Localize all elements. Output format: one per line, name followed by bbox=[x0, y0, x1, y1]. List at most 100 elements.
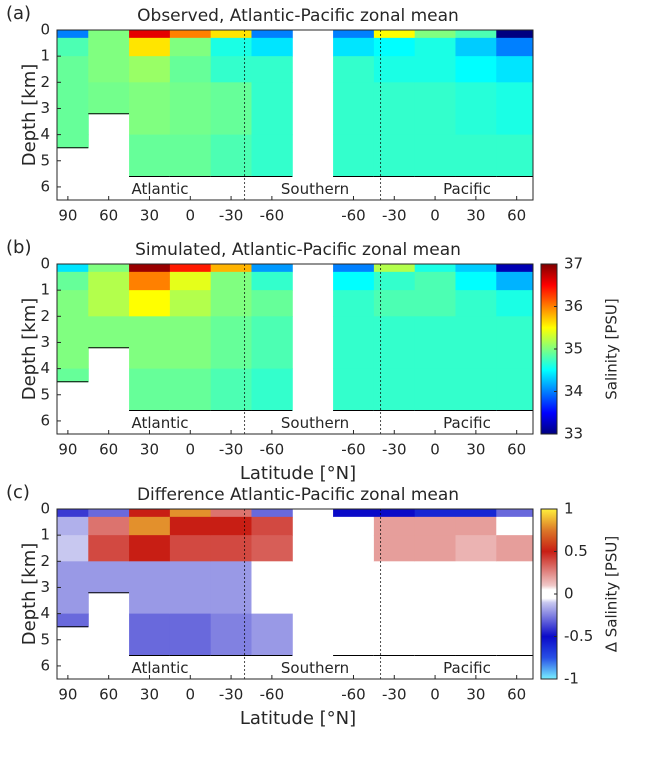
x-tick-label: -30 bbox=[382, 686, 407, 704]
cell bbox=[496, 516, 533, 536]
cell bbox=[455, 56, 497, 83]
x-tick-label: -60 bbox=[341, 686, 366, 704]
cell bbox=[210, 271, 252, 291]
cell bbox=[210, 316, 252, 370]
cell bbox=[210, 368, 252, 411]
y-tick-label: 5 bbox=[40, 630, 50, 648]
cell bbox=[251, 368, 293, 411]
cell bbox=[169, 561, 212, 615]
cell bbox=[455, 271, 497, 291]
cell bbox=[169, 56, 212, 83]
cell bbox=[129, 134, 171, 177]
cell bbox=[455, 82, 497, 136]
cell bbox=[88, 561, 130, 594]
cell bbox=[414, 316, 456, 370]
cell bbox=[333, 535, 375, 562]
cell bbox=[414, 368, 456, 411]
cell bbox=[373, 134, 416, 177]
cell bbox=[210, 134, 252, 177]
axes-box bbox=[56, 508, 534, 680]
cell bbox=[333, 290, 375, 317]
cell bbox=[373, 516, 416, 536]
y-tick-label: 6 bbox=[40, 656, 50, 674]
cell bbox=[169, 509, 212, 518]
field bbox=[57, 264, 533, 411]
panel-label: (c) bbox=[6, 482, 30, 503]
cell bbox=[455, 30, 497, 39]
cell bbox=[414, 290, 456, 317]
cell bbox=[210, 82, 252, 136]
x-tick-label: 60 bbox=[507, 441, 526, 459]
cell bbox=[455, 134, 497, 177]
cell bbox=[333, 561, 375, 615]
cell bbox=[496, 56, 533, 83]
x-tick-label: -30 bbox=[219, 686, 244, 704]
cell bbox=[251, 516, 293, 536]
cell bbox=[455, 509, 497, 518]
cell bbox=[373, 264, 416, 273]
cell bbox=[333, 37, 375, 57]
y-tick-label: 5 bbox=[40, 151, 50, 169]
cell bbox=[88, 316, 130, 349]
colorbar-tick-label: -0.5 bbox=[564, 627, 593, 645]
x-tick-label: 0 bbox=[186, 686, 196, 704]
cell bbox=[455, 613, 497, 656]
cell bbox=[129, 82, 171, 136]
cell bbox=[455, 516, 497, 536]
y-tick-label: 6 bbox=[40, 411, 50, 429]
cell bbox=[496, 134, 533, 177]
cell bbox=[414, 30, 456, 39]
cell bbox=[210, 56, 252, 83]
x-tick-label: -30 bbox=[219, 207, 244, 225]
cell bbox=[373, 561, 416, 615]
x-tick-label: 30 bbox=[140, 207, 159, 225]
cell bbox=[129, 30, 171, 39]
cell bbox=[251, 82, 293, 136]
x-tick-label: 0 bbox=[186, 207, 196, 225]
cell bbox=[129, 37, 171, 57]
cell bbox=[129, 290, 171, 317]
cell bbox=[169, 134, 212, 177]
cell bbox=[455, 37, 497, 57]
x-tick-label: 60 bbox=[507, 207, 526, 225]
cell bbox=[251, 561, 293, 615]
cell bbox=[496, 613, 533, 656]
cell bbox=[210, 290, 252, 317]
cell bbox=[169, 37, 212, 57]
colorbar-tick-label: 0.5 bbox=[564, 542, 588, 560]
colorbar-tick-label: 1 bbox=[564, 500, 574, 518]
cell bbox=[169, 535, 212, 562]
cell bbox=[57, 561, 89, 615]
region-label: Atlantic bbox=[131, 180, 188, 198]
panel-label: (b) bbox=[6, 237, 31, 258]
x-tick-label: 0 bbox=[430, 686, 440, 704]
cell bbox=[414, 82, 456, 136]
y-tick-label: 3 bbox=[40, 99, 50, 117]
cell bbox=[129, 516, 171, 536]
cell bbox=[333, 30, 375, 39]
cell bbox=[210, 509, 252, 518]
x-tick-label: 30 bbox=[140, 686, 159, 704]
cell bbox=[169, 271, 212, 291]
cell bbox=[210, 561, 252, 615]
cell bbox=[57, 56, 89, 83]
cell bbox=[333, 516, 375, 536]
y-tick-label: 1 bbox=[40, 526, 50, 544]
y-axis-label: Depth [km] bbox=[19, 298, 40, 401]
colorbar-tick-label: -1 bbox=[564, 670, 579, 688]
cell bbox=[210, 613, 252, 656]
cell bbox=[455, 316, 497, 370]
cell bbox=[57, 368, 89, 383]
x-tick-label: 60 bbox=[99, 441, 118, 459]
y-tick-label: 3 bbox=[40, 333, 50, 351]
cell bbox=[251, 264, 293, 273]
x-tick-label: -30 bbox=[382, 207, 407, 225]
cell bbox=[88, 535, 130, 562]
x-tick-label: 60 bbox=[99, 686, 118, 704]
cell bbox=[88, 509, 130, 518]
axes-box bbox=[56, 29, 534, 201]
cell bbox=[129, 56, 171, 83]
colorbar-tick-label: 35 bbox=[564, 340, 583, 358]
x-axis-label: Latitude [°N] bbox=[240, 463, 356, 484]
